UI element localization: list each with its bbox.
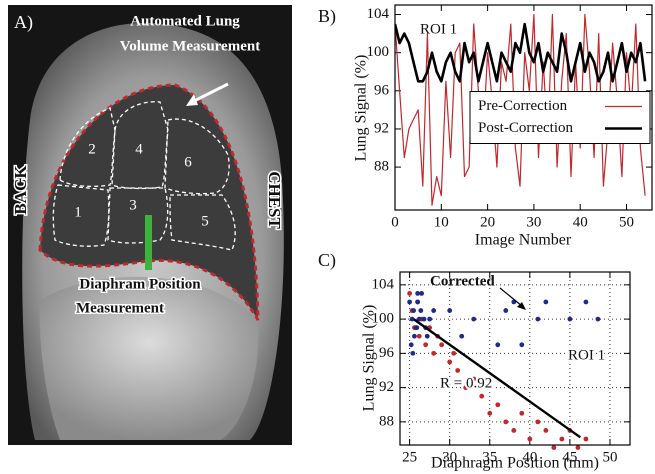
- diaphragm-marker: [145, 215, 152, 270]
- scatter-point: [431, 308, 436, 313]
- region-label: 2: [88, 141, 96, 157]
- y-tick-label: 88: [374, 159, 389, 175]
- y-tick-label: 100: [367, 44, 390, 60]
- y-tick-label: 104: [372, 276, 395, 292]
- axis-title: Image Number: [475, 232, 572, 249]
- x-tick-label: 10: [434, 214, 449, 230]
- scatter-point: [422, 317, 427, 322]
- y-tick-label: 104: [367, 6, 390, 22]
- scatter-point: [423, 342, 428, 347]
- y-tick-label: 92: [374, 120, 389, 136]
- panel-label: A): [14, 12, 33, 33]
- scatter-point: [447, 308, 452, 313]
- region-label: 4: [135, 141, 143, 157]
- mri-panel: A) Automated Lung Volume Measurement BAC…: [8, 5, 292, 445]
- axis-title: Diaphragm Position (mm): [431, 455, 599, 472]
- region-label: 3: [129, 197, 137, 213]
- y-tick-label: 96: [374, 82, 390, 98]
- scatter-point: [411, 308, 416, 313]
- scatter-point: [576, 445, 581, 450]
- scatter-point: [543, 300, 548, 305]
- y-tick-label: 88: [379, 413, 394, 429]
- scatter-point: [407, 300, 412, 305]
- fit-line: [414, 319, 581, 437]
- annotation: Measurement: [76, 300, 164, 316]
- annotation: ROI 1: [420, 21, 457, 37]
- scatter-point: [417, 334, 422, 339]
- scatter-point: [431, 351, 436, 356]
- scatter-point: [596, 317, 601, 322]
- scatter-point: [427, 317, 432, 322]
- x-tick-label: 50: [619, 214, 634, 230]
- arrow: [500, 288, 522, 306]
- scatter-point: [471, 317, 476, 322]
- scatter-point: [511, 428, 516, 433]
- scatter-point: [567, 317, 572, 322]
- scatter-point: [439, 342, 444, 347]
- annotation: Diaphram Position: [79, 276, 201, 292]
- scatter-point: [419, 291, 424, 296]
- y-tick-label: 96: [379, 345, 395, 361]
- scatter-point: [459, 334, 464, 339]
- scatter-point: [495, 402, 500, 407]
- x-tick-label: 20: [480, 214, 495, 230]
- scatter-point: [479, 394, 484, 399]
- scatter-point: [451, 351, 456, 356]
- scatter-point: [455, 368, 460, 373]
- annotation: R = 0.92: [440, 375, 492, 391]
- axis-title: Lung Signal (%): [361, 305, 378, 412]
- scatter-point: [412, 334, 417, 339]
- scatter-point: [447, 360, 452, 365]
- scatter-point: [414, 325, 419, 330]
- scatter-point: [519, 342, 524, 347]
- scatter-point: [559, 437, 564, 442]
- annotation: Automated Lung: [130, 13, 240, 29]
- scatter-point: [410, 351, 415, 356]
- scatter-point: [495, 342, 500, 347]
- scatter-point: [584, 437, 589, 442]
- scatter-point: [527, 437, 532, 442]
- scatter-point: [535, 419, 540, 424]
- scatter-point: [551, 445, 556, 450]
- scatter-point: [584, 300, 589, 305]
- figure: A) Automated Lung Volume Measurement BAC…: [0, 0, 655, 474]
- x-tick-label: 25: [402, 449, 417, 465]
- panel-label: B): [318, 6, 336, 27]
- scatter-point: [503, 308, 508, 313]
- scatter-point: [409, 342, 414, 347]
- page: A) Automated Lung Volume Measurement BAC…: [0, 0, 655, 474]
- scatter-point: [415, 300, 420, 305]
- legend-label: Post-Correction: [478, 120, 573, 136]
- scatter-point: [535, 317, 540, 322]
- scatter-point: [503, 419, 508, 424]
- side-label: BACK: [11, 165, 30, 215]
- region-label: 5: [201, 213, 209, 229]
- scatter-point: [487, 411, 492, 416]
- annotation: Volume Measurement: [120, 38, 260, 54]
- side-label: CHEST: [265, 171, 284, 229]
- scatter-point: [407, 291, 412, 296]
- x-tick-label: 30: [526, 214, 541, 230]
- region-label: 6: [184, 154, 192, 170]
- axis-title: Lung Signal (%): [353, 55, 370, 162]
- x-tick-label: 0: [391, 214, 399, 230]
- x-tick-label: 40: [573, 214, 588, 230]
- scatter-point: [543, 428, 548, 433]
- legend-label: Pre-Correction: [478, 98, 568, 114]
- scatter-point: [418, 308, 423, 313]
- series-annotation: Corrected: [430, 273, 495, 289]
- scatter-point: [425, 334, 430, 339]
- annotation: ROI 1: [568, 347, 605, 363]
- scatter-point: [519, 411, 524, 416]
- x-tick-label: 50: [602, 449, 617, 465]
- y-tick-label: 92: [379, 379, 394, 395]
- region-label: 1: [74, 204, 82, 220]
- panel-label: C): [318, 250, 336, 271]
